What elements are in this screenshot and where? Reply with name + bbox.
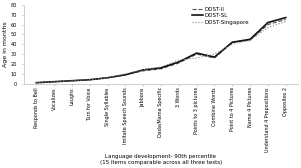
DDST-SL (177, 61, 181, 63)
DDST-SL (266, 22, 270, 24)
DDST-II (70, 80, 74, 82)
Y-axis label: Age in months: Age in months (3, 21, 8, 67)
DDST-SL (213, 56, 216, 58)
DDST-II (123, 74, 127, 76)
DDST-Singapore (177, 59, 181, 61)
DDST-II (52, 81, 56, 83)
DDST-II (141, 70, 145, 72)
DDST-Singapore (141, 69, 145, 71)
DDST-Singapore (70, 80, 74, 82)
DDST-SL (141, 69, 145, 71)
DDST-Singapore (284, 20, 287, 23)
DDST-II (177, 62, 181, 64)
DDST-SL (106, 77, 109, 79)
DDST-SL (70, 80, 74, 82)
DDST-II (231, 41, 234, 43)
DDST-SL (248, 38, 252, 40)
DDST-II (284, 18, 287, 20)
DDST-II (213, 57, 216, 59)
Line: DDST-Singapore: DDST-Singapore (36, 22, 286, 83)
DDST-SL (195, 52, 198, 54)
DDST-Singapore (195, 57, 198, 59)
DDST-II (195, 53, 198, 55)
DDST-SL (284, 17, 287, 19)
DDST-SL (123, 74, 127, 76)
Line: DDST-II: DDST-II (36, 19, 286, 83)
DDST-Singapore (213, 53, 216, 55)
DDST-Singapore (266, 26, 270, 28)
DDST-Singapore (248, 39, 252, 41)
DDST-II (266, 24, 270, 26)
Legend: DDST-II, DDST-SL, DDST-Singapore: DDST-II, DDST-SL, DDST-Singapore (191, 7, 250, 25)
DDST-II (34, 82, 38, 84)
DDST-II (248, 39, 252, 41)
DDST-SL (52, 81, 56, 83)
DDST-Singapore (159, 66, 163, 68)
DDST-II (106, 77, 109, 79)
DDST-Singapore (88, 79, 92, 81)
DDST-Singapore (123, 73, 127, 75)
DDST-SL (88, 79, 92, 81)
DDST-Singapore (34, 82, 38, 84)
DDST-II (159, 68, 163, 70)
DDST-SL (231, 41, 234, 43)
DDST-Singapore (52, 81, 56, 83)
DDST-Singapore (106, 77, 109, 79)
Line: DDST-SL: DDST-SL (36, 18, 286, 83)
DDST-II (88, 79, 92, 81)
DDST-SL (159, 67, 163, 69)
X-axis label: Language development- 90th percentile
(15 items comparable across all three test: Language development- 90th percentile (1… (100, 154, 222, 165)
DDST-SL (34, 82, 38, 84)
DDST-Singapore (231, 43, 234, 45)
